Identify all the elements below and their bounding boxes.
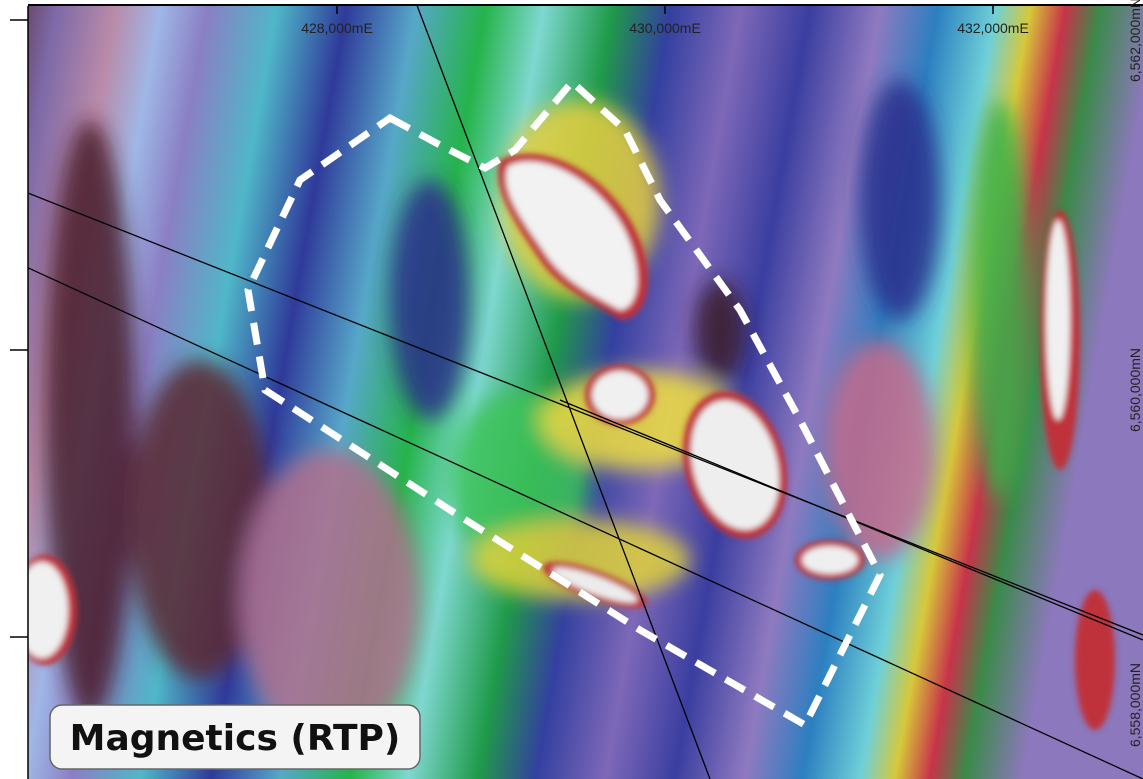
- map-title: Magnetics (RTP): [70, 718, 401, 759]
- target-outline: [244, 76, 884, 730]
- northing-label: 6,558,000mN: [1127, 663, 1143, 747]
- easting-label: 430,000mE: [629, 20, 701, 36]
- northing-label: 6,562,000mN: [1127, 0, 1143, 82]
- northing-label: 6,560,000mN: [1127, 348, 1143, 432]
- top-border: [0, 0, 1143, 6]
- easting-label: 432,000mE: [957, 20, 1029, 36]
- left-border: [10, 6, 28, 779]
- title-box: [49, 704, 421, 770]
- easting-label: 428,000mE: [301, 20, 373, 36]
